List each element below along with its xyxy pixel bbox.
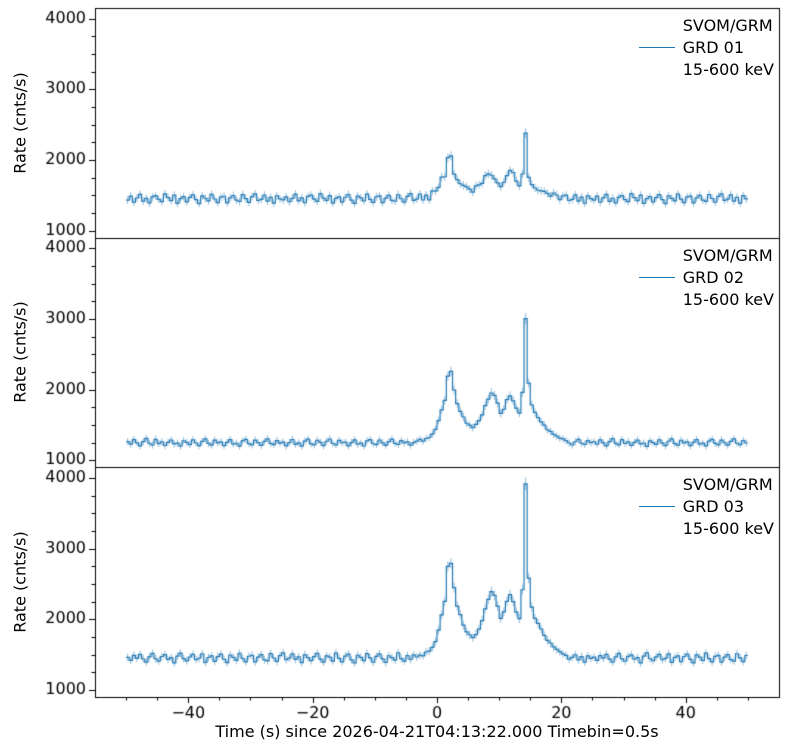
legend-row-mission: SVOM/GRM xyxy=(639,473,774,495)
legend-row-series: GRD 02 xyxy=(638,266,774,288)
legend-energy-label: 15-600 keV xyxy=(682,518,774,538)
legend-mission-label: SVOM/GRM xyxy=(682,245,773,265)
legend-mission-label: SVOM/GRM xyxy=(682,474,773,494)
legend-row-series: GRD 03 xyxy=(638,495,774,517)
legend-line-sample-icon xyxy=(638,505,675,507)
y-axis-label-panel-grd01: Rate (cnts/s) xyxy=(10,72,30,174)
legend-row-mission: SVOM/GRM xyxy=(639,244,774,266)
legend-row-energy: 15-600 keV xyxy=(639,517,774,539)
legend-row-energy: 15-600 keV xyxy=(639,58,774,80)
legend-row-energy: 15-600 keV xyxy=(639,288,774,310)
legend-row-mission: SVOM/GRM xyxy=(639,14,774,36)
legend-energy-label: 15-600 keV xyxy=(682,289,774,309)
legend-energy-label: 15-600 keV xyxy=(682,59,774,79)
legend-series-label: GRD 03 xyxy=(682,496,745,516)
legend-grd01: SVOM/GRM GRD 01 15-600 keV xyxy=(638,14,774,80)
y-axis-label-panel-grd03: Rate (cnts/s) xyxy=(10,531,30,633)
x-axis-label: Time (s) since 2026-04-21T04:13:22.000 T… xyxy=(215,722,659,741)
legend-mission-label: SVOM/GRM xyxy=(682,15,773,35)
legend-series-label: GRD 02 xyxy=(682,267,745,287)
legend-grd03: SVOM/GRM GRD 03 15-600 keV xyxy=(638,473,774,539)
y-axis-label-panel-grd02: Rate (cnts/s) xyxy=(10,301,30,403)
legend-line-sample-icon xyxy=(638,276,675,278)
legend-line-sample-icon xyxy=(638,46,675,48)
legend-row-series: GRD 01 xyxy=(638,36,774,58)
legend-series-label: GRD 01 xyxy=(682,37,745,57)
legend-grd02: SVOM/GRM GRD 02 15-600 keV xyxy=(638,244,774,310)
